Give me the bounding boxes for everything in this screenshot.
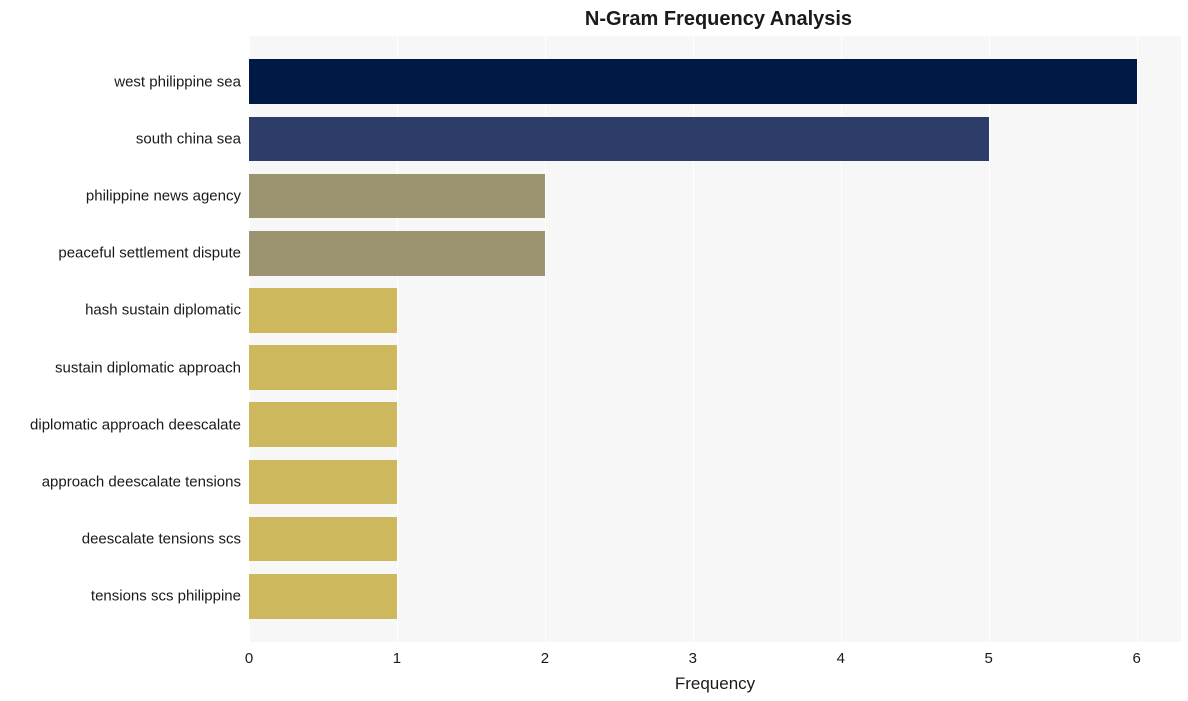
x-tick-label: 0	[245, 642, 253, 667]
x-tick-label: 1	[393, 642, 401, 667]
chart-title: N-Gram Frequency Analysis	[0, 8, 1188, 31]
bar	[249, 174, 545, 219]
y-tick-label: west philippine sea	[114, 73, 249, 90]
bar	[249, 59, 1137, 104]
y-tick-label: philippine news agency	[86, 188, 249, 205]
bar	[249, 231, 545, 276]
ngram-chart: N-Gram Frequency Analysis Frequency 0123…	[0, 0, 1188, 701]
bar	[249, 345, 397, 390]
bar	[249, 460, 397, 505]
x-tick-label: 4	[837, 642, 845, 667]
bar-row: south china sea	[249, 117, 1181, 162]
bar-row: approach deescalate tensions	[249, 460, 1181, 505]
y-tick-label: tensions scs philippine	[91, 588, 249, 605]
bar-row: tensions scs philippine	[249, 574, 1181, 619]
bar-row: hash sustain diplomatic	[249, 288, 1181, 333]
x-tick-label: 6	[1132, 642, 1140, 667]
bar	[249, 402, 397, 447]
x-tick-label: 2	[541, 642, 549, 667]
x-tick-label: 3	[689, 642, 697, 667]
y-tick-label: deescalate tensions scs	[82, 531, 249, 548]
bar-row: peaceful settlement dispute	[249, 231, 1181, 276]
bar	[249, 517, 397, 562]
y-tick-label: diplomatic approach deescalate	[30, 416, 249, 433]
plot-area: Frequency 0123456west philippine seasout…	[249, 36, 1181, 642]
bar-row: west philippine sea	[249, 59, 1181, 104]
bar	[249, 117, 989, 162]
bar-row: philippine news agency	[249, 174, 1181, 219]
y-tick-label: south china sea	[136, 130, 249, 147]
bar-row: sustain diplomatic approach	[249, 345, 1181, 390]
x-tick-label: 5	[985, 642, 993, 667]
y-tick-label: hash sustain diplomatic	[85, 302, 249, 319]
x-axis-label: Frequency	[675, 642, 755, 694]
bar	[249, 288, 397, 333]
y-tick-label: peaceful settlement dispute	[58, 245, 249, 262]
bar	[249, 574, 397, 619]
y-tick-label: sustain diplomatic approach	[55, 359, 249, 376]
y-tick-label: approach deescalate tensions	[42, 473, 249, 490]
bar-row: deescalate tensions scs	[249, 517, 1181, 562]
bar-row: diplomatic approach deescalate	[249, 402, 1181, 447]
